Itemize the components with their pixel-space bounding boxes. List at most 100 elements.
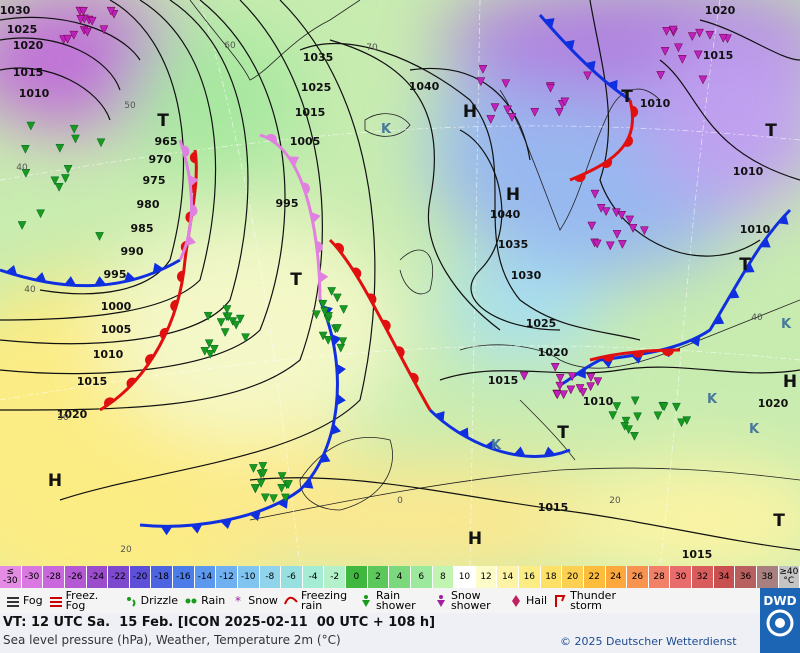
pressure-center: T xyxy=(557,423,569,443)
snow-shower-symbol xyxy=(639,226,649,236)
rain-shower-symbol xyxy=(258,462,268,471)
legend-icon xyxy=(361,594,370,607)
front-symbol xyxy=(220,518,233,529)
rain-shower-symbol xyxy=(339,305,349,315)
rain-shower-symbol xyxy=(323,336,333,345)
scale-cell: 0 xyxy=(346,566,368,588)
front-symbol xyxy=(336,363,346,376)
rain-shower-symbol xyxy=(69,124,79,134)
rain-shower-symbol xyxy=(249,464,258,473)
legend-item: Rain xyxy=(184,594,225,608)
scale-cell: 24 xyxy=(605,566,628,588)
front-symbol xyxy=(601,158,613,168)
dwd-logo: DWD xyxy=(760,588,800,653)
legend-label: Freezing rain xyxy=(300,588,348,612)
snow-shower-symbol xyxy=(662,27,671,36)
snow-shower-symbol xyxy=(82,27,92,37)
front-symbol xyxy=(104,397,115,407)
front-symbol xyxy=(188,174,199,187)
front-symbol xyxy=(152,262,164,274)
isobar-label: 1025 xyxy=(526,317,557,330)
pressure-center: K xyxy=(381,122,392,137)
legend-label: Hail xyxy=(525,593,548,607)
front-line xyxy=(259,133,322,301)
rain-shower-symbol xyxy=(338,337,348,347)
pressure-center: K xyxy=(749,422,760,437)
front-symbol xyxy=(434,411,445,422)
front-line xyxy=(178,139,194,261)
front-symbol xyxy=(316,241,323,254)
front-symbol xyxy=(288,156,300,167)
pressure-center: T xyxy=(290,270,302,290)
isobar-label: 1040 xyxy=(409,80,440,93)
scale-cell: -10 xyxy=(237,566,260,588)
legend-icon: * xyxy=(235,594,241,608)
isobar-label: 990 xyxy=(121,245,144,258)
scale-cell: 26 xyxy=(627,566,649,588)
legend-item: * Snow xyxy=(231,594,278,608)
rain-shower-symbol xyxy=(222,305,232,315)
isobar-label: 1020 xyxy=(57,408,88,421)
isobar-label: 1015 xyxy=(77,375,108,388)
front-symbol xyxy=(319,452,331,463)
rain-shower-symbol xyxy=(96,138,106,148)
legend-item: Thunder storm xyxy=(553,590,622,611)
weather-map: 1030 1025 1020 1015 1010 1035 1025 1015 1005 1040… xyxy=(0,0,800,566)
rain-shower-symbol xyxy=(624,425,634,435)
isobar-label: 1040 xyxy=(490,208,521,221)
front-symbol xyxy=(170,299,178,312)
legend-item: Freezing rain xyxy=(284,588,353,612)
snow-shower-symbol xyxy=(693,50,703,60)
rain-shower-symbol xyxy=(324,312,333,321)
rain-shower-symbol xyxy=(630,396,640,406)
scale-cell: 8 xyxy=(432,566,455,588)
isobar-label: 1020 xyxy=(13,39,44,52)
snow-shower-symbol xyxy=(705,30,715,40)
scale-cell: -28 xyxy=(43,566,65,588)
rain-shower-symbol xyxy=(235,314,245,324)
snow-shower-symbol xyxy=(76,15,86,24)
scale-cell: ≤ -30 xyxy=(0,566,22,588)
isobar-label: 1010 xyxy=(583,395,614,408)
scale-cell: -12 xyxy=(216,566,238,588)
front-symbol xyxy=(310,211,321,224)
scale-cell: 6 xyxy=(410,566,433,588)
rain-shower-symbol xyxy=(672,402,681,412)
rain-shower-symbol xyxy=(231,320,241,330)
rain-shower-symbol xyxy=(220,328,230,338)
front-symbol xyxy=(94,276,107,286)
legend-icon xyxy=(7,596,19,607)
rain-shower-symbol xyxy=(200,347,210,356)
scale-cell: -22 xyxy=(108,566,130,588)
snow-shower-symbol xyxy=(575,384,585,394)
snow-shower-symbol xyxy=(69,30,79,40)
isobar-label: 1015 xyxy=(538,501,569,514)
front-symbol xyxy=(331,334,342,346)
front-symbol xyxy=(574,173,586,182)
front-symbol xyxy=(334,242,345,254)
legend-icon xyxy=(436,594,445,607)
front-symbol xyxy=(185,234,196,247)
rain-shower-symbol xyxy=(612,402,622,412)
isobar-label: 1020 xyxy=(758,397,789,410)
isobar-label: 1015 xyxy=(488,374,519,387)
temperature-label: 20 xyxy=(120,545,132,555)
snow-shower-symbol xyxy=(99,25,109,35)
isobar-label: 970 xyxy=(149,153,172,166)
rain-shower-symbol xyxy=(318,331,328,341)
rain-shower-symbol xyxy=(61,174,70,184)
snow-shower-symbol xyxy=(687,32,697,42)
legend-label: Rain shower xyxy=(375,588,416,612)
rain-shower-symbol xyxy=(50,176,60,186)
rain-shower-symbol xyxy=(71,134,80,144)
scale-cell: 4 xyxy=(389,566,411,588)
rain-shower-symbol xyxy=(95,232,104,241)
front-symbol xyxy=(777,214,789,225)
front-symbol xyxy=(160,526,173,536)
grid-lines xyxy=(0,0,800,566)
snow-shower-symbol xyxy=(552,390,562,400)
pressure-center: K xyxy=(707,392,718,407)
pressure-center: H xyxy=(468,529,482,549)
isobar-label: 1035 xyxy=(303,51,334,64)
snow-shower-symbol xyxy=(586,373,596,383)
